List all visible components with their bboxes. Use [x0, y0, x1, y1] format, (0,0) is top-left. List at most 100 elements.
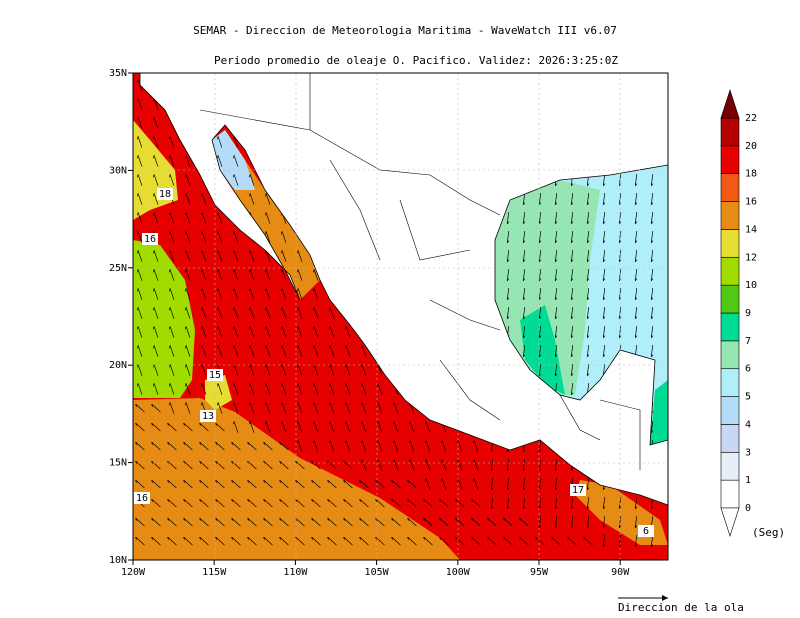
- wave-arrow: [586, 364, 590, 377]
- wave-arrow: [153, 212, 159, 224]
- wave-arrow: [586, 497, 590, 510]
- wave-arrow: [359, 517, 369, 527]
- wave-arrow: [151, 441, 161, 451]
- title: SEMAR - Direccion de Meteorologia Mariti…: [193, 24, 617, 37]
- wave-arrow: [185, 231, 191, 243]
- wave-arrow: [634, 212, 638, 225]
- wave-arrow: [169, 383, 175, 395]
- wave-arrow: [183, 441, 193, 451]
- wave-arrow: [554, 288, 558, 301]
- wave-arrow: [490, 497, 494, 510]
- contour-label-box: [134, 492, 150, 504]
- wave-arrow: [634, 535, 638, 548]
- wave-arrow: [506, 250, 510, 263]
- wave-arrow: [233, 231, 239, 243]
- wave-arrow: [297, 269, 303, 281]
- colorbar-segment: [720, 451, 740, 481]
- wave-arrow: [169, 307, 175, 319]
- wave-arrow: [137, 174, 143, 186]
- wave-arrow: [650, 269, 654, 282]
- wave-arrow: [169, 212, 175, 224]
- wave-arrow: [618, 516, 622, 529]
- contour-labels: 18 16 15 13 16 17 6: [134, 188, 654, 537]
- wave-arrow: [137, 212, 143, 224]
- wave-arrow: [361, 440, 367, 452]
- wave-arrow: [538, 364, 542, 377]
- x-tick-label: 90W: [611, 567, 630, 578]
- wave-arrow: [151, 498, 161, 508]
- wave-arrow: [183, 498, 193, 508]
- wave-arrow: [199, 460, 209, 470]
- wave-arrow: [361, 421, 367, 433]
- wave-arrow: [343, 460, 353, 470]
- wave-arrow: [567, 536, 577, 546]
- wave-arrow: [519, 536, 529, 546]
- wave-arrow: [233, 269, 239, 281]
- wave-arrow: [329, 326, 335, 338]
- wave-arrow: [650, 535, 654, 548]
- wave-arrow: [137, 155, 143, 167]
- wave-arrow: [393, 421, 399, 433]
- wave-arrow: [185, 345, 191, 357]
- wave-arrow: [522, 212, 526, 225]
- wave-arrow: [199, 441, 209, 451]
- wave-arrow: [135, 441, 145, 451]
- wave-arrow: [538, 459, 542, 472]
- wave-arrow: [602, 212, 606, 225]
- wave-arrow: [570, 212, 574, 225]
- period-zone: [205, 375, 232, 410]
- wave-arrow: [361, 383, 367, 395]
- wave-arrow: [377, 421, 383, 433]
- wave-arrow: [602, 231, 606, 244]
- wave-arrow: [359, 498, 369, 508]
- wave-arrow: [201, 193, 207, 205]
- wave-arrow: [391, 498, 401, 508]
- wave-arrow: [602, 269, 606, 282]
- wave-arrow: [185, 155, 191, 167]
- wave-arrow: [297, 288, 303, 300]
- wave-arrow: [311, 536, 321, 546]
- wave-arrow: [217, 345, 223, 357]
- wave-arrow: [137, 136, 143, 148]
- wave-arrow: [570, 364, 574, 377]
- colorbar-label: 3: [745, 447, 751, 458]
- wave-arrow: [151, 403, 161, 413]
- wave-arrow: [167, 479, 177, 489]
- wave-arrow: [233, 307, 239, 319]
- wave-arrow: [554, 478, 558, 491]
- wave-arrow: [490, 478, 494, 491]
- wave-arrow: [522, 478, 526, 491]
- wave-arrow: [233, 345, 239, 357]
- colorbar-label: 7: [745, 336, 751, 347]
- wave-arrow: [359, 479, 369, 489]
- wave-arrow: [137, 383, 143, 395]
- wave-arrow: [295, 460, 305, 470]
- wave-arrow: [279, 441, 289, 451]
- wave-arrow: [185, 174, 191, 186]
- y-tick-label: 10N: [109, 555, 127, 566]
- wave-arrow: [455, 498, 465, 508]
- gulf-california: [212, 130, 255, 190]
- wave-arrow: [327, 536, 337, 546]
- wave-arrow: [233, 155, 239, 167]
- contour-label: 6: [643, 526, 649, 537]
- wave-arrow: [551, 536, 561, 546]
- wave-arrow: [265, 212, 271, 224]
- wave-arrow: [471, 498, 481, 508]
- wave-arrow: [602, 193, 606, 206]
- wave-arrow: [297, 345, 303, 357]
- wave-arrow: [554, 269, 558, 282]
- wave-arrow: [265, 269, 271, 281]
- wave-arrow: [297, 440, 303, 452]
- wave-arrow: [487, 536, 497, 546]
- wave-arrow: [361, 345, 367, 357]
- wave-arrow: [345, 364, 351, 376]
- wave-arrow: [217, 136, 223, 148]
- wave-arrow: [281, 421, 287, 433]
- wave-arrow: [185, 288, 191, 300]
- subtitle: Periodo promedio de oleaje O. Pacifico. …: [214, 54, 618, 67]
- wave-arrow: [441, 459, 447, 471]
- wave-arrow: [375, 498, 385, 508]
- wave-arrow: [311, 460, 321, 470]
- wave-arrow: [281, 250, 287, 262]
